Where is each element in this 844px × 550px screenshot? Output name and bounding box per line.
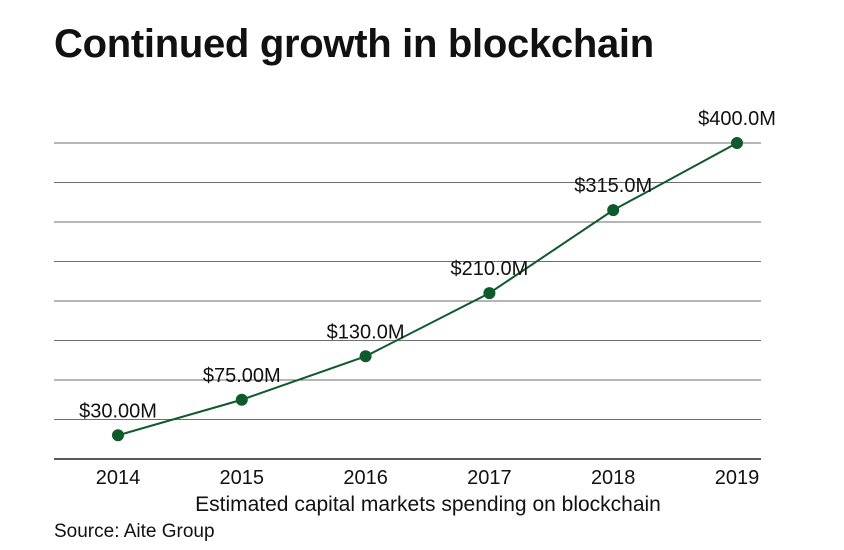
- x-axis-title: Estimated capital markets spending on bl…: [195, 493, 661, 516]
- data-point: [731, 137, 743, 149]
- data-point: [359, 350, 372, 363]
- data-label: $130.0M: [327, 321, 405, 343]
- data-label: $30.00M: [79, 400, 157, 422]
- x-tick-label: 2016: [343, 467, 388, 489]
- data-point: [235, 393, 248, 406]
- data-point: [112, 429, 124, 442]
- line-chart: 2014 2015 2016 2017 2018 2019 $30.00M $75.00M $1…: [54, 108, 776, 516]
- label-layer: 2014 2015 2016 2017 2018 2019 $30.00M $75.00M $1…: [79, 108, 776, 489]
- data-label: $210.0M: [450, 258, 528, 280]
- data-point: [483, 287, 496, 300]
- x-tick-label: 2018: [591, 467, 636, 489]
- x-tick-label: 2017: [467, 467, 512, 489]
- series-layer: [112, 137, 743, 442]
- data-point: [607, 204, 620, 217]
- chart-title: Continued growth in blockchain: [54, 22, 654, 66]
- x-tick-label: 2019: [715, 467, 760, 489]
- data-label: $75.00M: [203, 365, 281, 387]
- x-tick-label: 2014: [96, 467, 141, 489]
- source-note: Source: Aite Group: [54, 521, 215, 542]
- series-line: [117, 142, 738, 437]
- gridlines: [54, 142, 761, 420]
- data-label: $315.0M: [574, 175, 652, 197]
- x-tick-label: 2015: [220, 467, 265, 489]
- data-label: $400.0M: [698, 108, 776, 130]
